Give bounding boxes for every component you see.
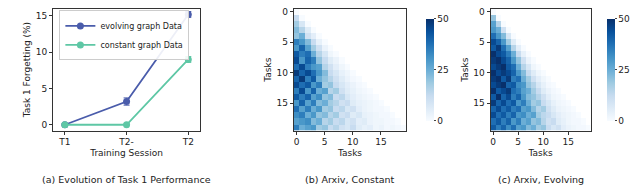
svg-text:15: 15 bbox=[36, 11, 47, 21]
svg-text:Tasks: Tasks bbox=[528, 148, 553, 158]
svg-text:5: 5 bbox=[282, 37, 288, 47]
svg-text:15: 15 bbox=[473, 98, 484, 108]
svg-text:0: 0 bbox=[618, 116, 624, 126]
svg-text:0: 0 bbox=[282, 7, 288, 17]
svg-text:T1: T1 bbox=[58, 137, 70, 147]
svg-text:50: 50 bbox=[618, 14, 630, 24]
svg-text:Task 1 Forgetting (%): Task 1 Forgetting (%) bbox=[22, 22, 32, 118]
svg-text:(c) Arxiv, Evolving: (c) Arxiv, Evolving bbox=[498, 174, 584, 185]
svg-text:10: 10 bbox=[473, 68, 485, 78]
svg-text:25: 25 bbox=[437, 65, 448, 75]
svg-text:5: 5 bbox=[42, 84, 48, 94]
svg-text:constant graph Data: constant graph Data bbox=[100, 41, 182, 50]
svg-text:evolving graph Data: evolving graph Data bbox=[100, 22, 182, 31]
svg-text:10: 10 bbox=[537, 137, 549, 147]
svg-text:10: 10 bbox=[36, 47, 48, 57]
svg-text:0: 0 bbox=[479, 7, 485, 17]
svg-text:10: 10 bbox=[347, 137, 359, 147]
svg-text:Training Session: Training Session bbox=[89, 148, 163, 158]
svg-text:5: 5 bbox=[515, 137, 521, 147]
svg-text:(a) Evolution of Task 1 Perfor: (a) Evolution of Task 1 Performance bbox=[42, 174, 211, 185]
svg-text:Tasks: Tasks bbox=[263, 57, 273, 82]
svg-text:15: 15 bbox=[375, 137, 386, 147]
svg-text:15: 15 bbox=[562, 137, 573, 147]
svg-text:15: 15 bbox=[276, 98, 287, 108]
svg-text:Tasks: Tasks bbox=[460, 57, 470, 82]
svg-text:0: 0 bbox=[42, 120, 48, 130]
svg-text:50: 50 bbox=[437, 14, 449, 24]
svg-text:5: 5 bbox=[322, 137, 328, 147]
svg-text:0: 0 bbox=[490, 137, 496, 147]
svg-text:5: 5 bbox=[479, 37, 485, 47]
svg-text:T2-: T2- bbox=[118, 137, 133, 147]
svg-text:0: 0 bbox=[294, 137, 300, 147]
svg-text:25: 25 bbox=[618, 65, 629, 75]
svg-text:Tasks: Tasks bbox=[337, 148, 362, 158]
svg-text:0: 0 bbox=[437, 116, 443, 126]
svg-text:10: 10 bbox=[276, 68, 288, 78]
svg-text:T2: T2 bbox=[182, 137, 194, 147]
svg-text:(b) Arxiv, Constant: (b) Arxiv, Constant bbox=[305, 174, 395, 185]
